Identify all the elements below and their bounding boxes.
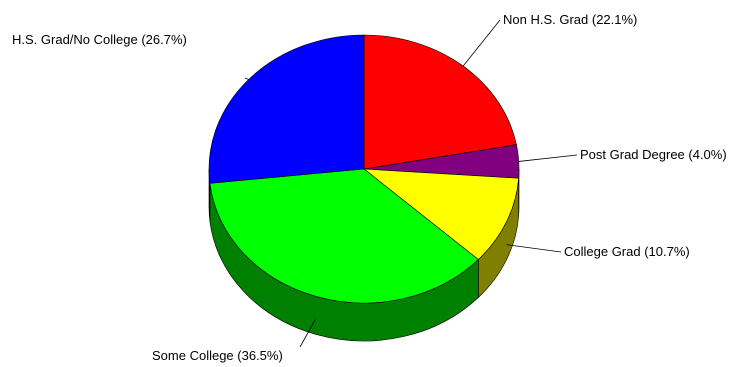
slice-college-grad <box>363 168 519 260</box>
slice-h-s-grad-no-college <box>208 34 365 184</box>
leader-line-some-college <box>299 318 316 348</box>
leader-line-non-h-s-grad <box>462 19 501 67</box>
slice-label-some-college: Some College (36.5%) <box>152 348 283 363</box>
slice-label-non-hs-grad: Non H.S. Grad (22.1%) <box>503 12 637 27</box>
slice-label-college-grad: College Grad (10.7%) <box>564 244 690 259</box>
leader-line-post-grad-degree <box>518 154 578 162</box>
slice-some-college <box>209 168 479 304</box>
leader-lines <box>244 19 578 348</box>
slice-label-post-grad-degree: Post Grad Degree (4.0%) <box>580 147 727 162</box>
slice-label-hs-grad-no-college: H.S. Grad/No College (26.7%) <box>12 32 187 47</box>
leader-line-h-s-grad-no-college <box>244 77 249 80</box>
slice-labels: Non H.S. Grad (22.1%) Post Grad Degree (… <box>12 12 727 363</box>
pie-slices <box>208 34 520 304</box>
slice-non-h-s-grad <box>363 34 517 170</box>
leader-line-college-grad <box>506 244 562 253</box>
